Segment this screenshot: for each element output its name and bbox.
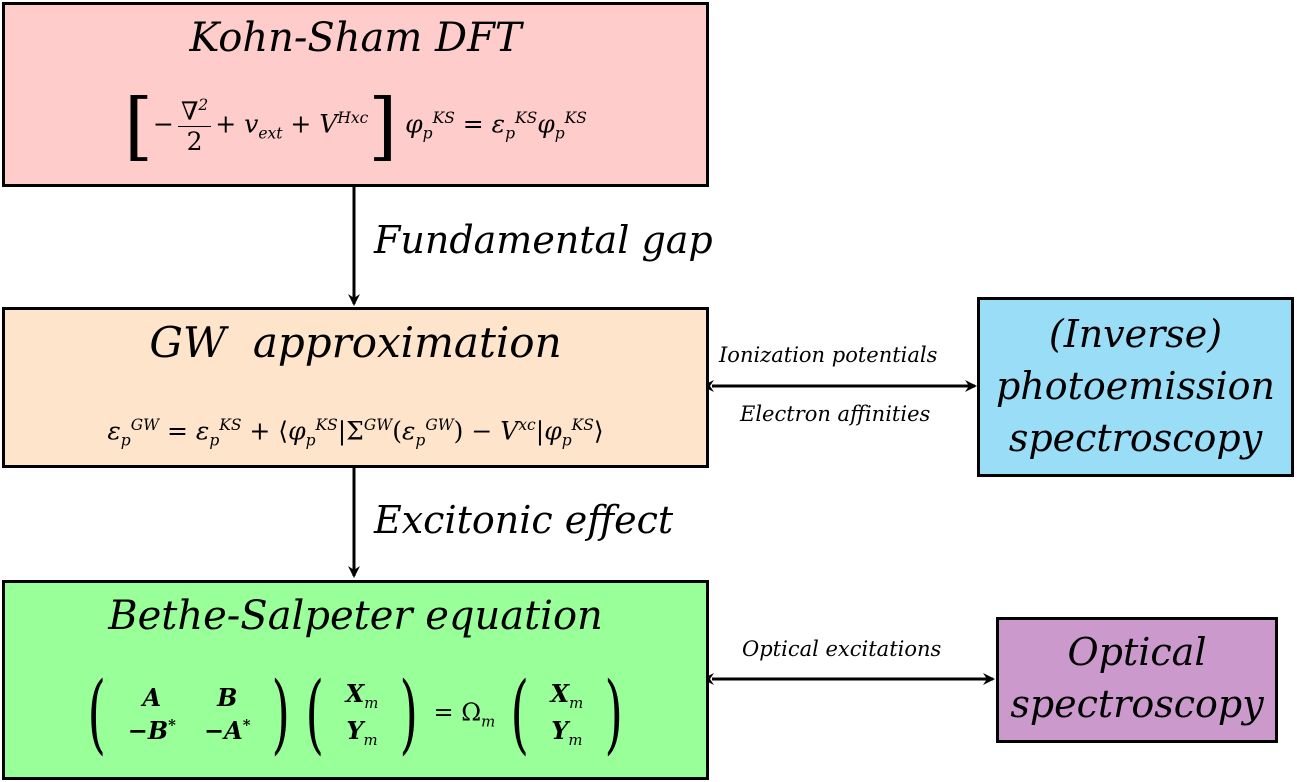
fundamental-gap-label: Fundamental gap <box>374 218 713 262</box>
gw-title-gw: GW <box>149 318 227 367</box>
bethe-salpeter-box: Bethe-Salpeter equation (A B −B* −A*)(Xm Ym)… <box>2 580 709 780</box>
gw-equation: εpGW = εpKS + ⟨φpKS|ΣGW(εpGW) − Vxc|φpKS… <box>107 416 604 450</box>
gw-title-rest: approximation <box>252 318 562 367</box>
kohn-sham-box: Kohn-Sham DFT [− ∇2 2 + vext + VHxc] φpKS =… <box>2 2 709 187</box>
electron-affinities-label: Electron affinities <box>740 402 931 426</box>
gw-box: GW approximation εpGW = εpKS + ⟨φpKS|ΣGW… <box>2 307 709 468</box>
optical-spectroscopy-box: Optical spectroscopy <box>996 617 1278 743</box>
bse-title: Bethe-Salpeter equation <box>108 593 603 639</box>
excitonic-effect-label: Excitonic effect <box>374 498 674 542</box>
optical-line2: spectroscopy <box>1010 682 1264 726</box>
optical-excitations-label: Optical excitations <box>742 637 942 661</box>
ipes-line2: photoemission <box>995 364 1275 408</box>
gw-title: GW approximation <box>5 318 706 367</box>
kohn-sham-title: Kohn-Sham DFT <box>189 15 522 61</box>
bse-equation: (A B −B* −A*)(Xm Ym) = Ωm (Xm Ym) <box>87 664 624 764</box>
optical-line1: Optical <box>1067 630 1207 674</box>
kohn-sham-equation: [− ∇2 2 + vext + VHxc] φpKS = εpKSφpKS <box>124 83 587 169</box>
ionization-potentials-label: Ionization potentials <box>719 343 938 367</box>
ipes-line3: spectroscopy <box>1008 416 1263 460</box>
ipes-line1: (Inverse) <box>1048 312 1223 356</box>
inverse-photoemission-box: (Inverse) photoemission spectroscopy <box>977 297 1294 477</box>
